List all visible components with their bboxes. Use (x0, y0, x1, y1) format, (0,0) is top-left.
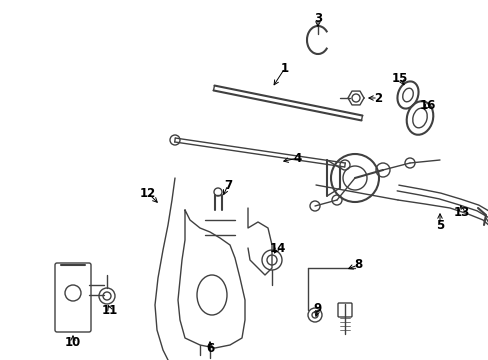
Text: 3: 3 (313, 12, 322, 24)
Text: 7: 7 (224, 179, 232, 192)
Text: 2: 2 (373, 91, 381, 104)
Text: 11: 11 (102, 303, 118, 316)
Text: 10: 10 (65, 336, 81, 348)
Text: 8: 8 (353, 258, 362, 271)
Text: 15: 15 (391, 72, 407, 85)
Text: 4: 4 (293, 152, 302, 165)
Text: 13: 13 (453, 206, 469, 219)
Text: 5: 5 (435, 219, 443, 231)
Text: 1: 1 (281, 62, 288, 75)
Text: 12: 12 (140, 186, 156, 199)
Text: 16: 16 (419, 99, 435, 112)
Text: 6: 6 (205, 342, 214, 355)
Text: 9: 9 (313, 302, 322, 315)
Text: 14: 14 (269, 242, 285, 255)
